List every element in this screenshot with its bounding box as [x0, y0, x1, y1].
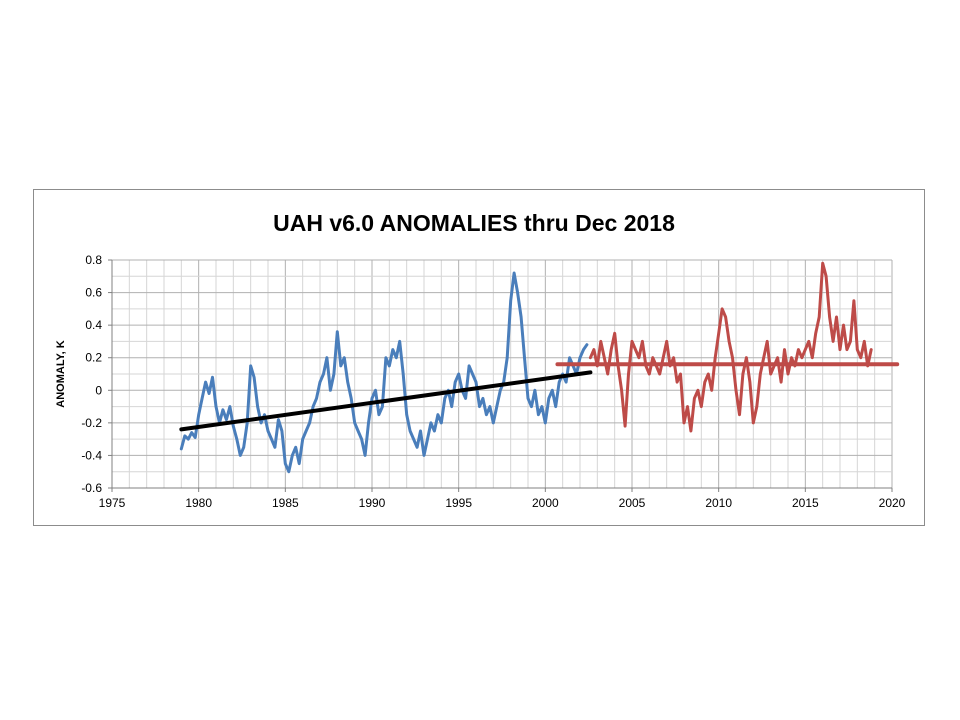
x-tick-label: 1975 [99, 496, 126, 510]
trend-lines [179, 362, 900, 432]
x-tick-label: 1995 [445, 496, 472, 510]
x-tick-label: 2015 [792, 496, 819, 510]
x-tick-label: 2020 [879, 496, 906, 510]
x-tick-label: 1980 [185, 496, 212, 510]
tick-labels: 1975 1980 1985 1990 1995 2000 2005 2010 2015 2020… [81, 253, 905, 510]
y-tick-label: 0.2 [85, 351, 102, 365]
grid [111, 259, 893, 489]
x-tick-label: 2010 [705, 496, 732, 510]
x-tick-label: 2000 [532, 496, 559, 510]
y-tick-label: -0.4 [81, 448, 102, 462]
y-tick-label: 0 [95, 383, 102, 397]
x-tick-label: 2005 [619, 496, 646, 510]
x-tick-label: 1990 [359, 496, 386, 510]
series-lines [179, 261, 873, 474]
y-tick-label: 0.4 [85, 318, 102, 332]
axes [111, 260, 892, 489]
y-tick-label: 0.6 [85, 286, 102, 300]
y-axis-label: ANOMALY, K [55, 340, 67, 407]
anomaly-chart: UAH v6.0 ANOMALIES thru Dec 2018 ANOMALY… [55, 210, 906, 510]
trend-line-1 [179, 370, 593, 432]
y-tick-label: -0.6 [81, 481, 102, 495]
series-line-2 [588, 261, 873, 433]
chart-frame: UAH v6.0 ANOMALIES thru Dec 2018 ANOMALY… [33, 189, 925, 526]
y-tick-label: 0.8 [85, 253, 102, 267]
x-tick-label: 1985 [272, 496, 299, 510]
series-line-1 [179, 271, 589, 474]
chart-title: UAH v6.0 ANOMALIES thru Dec 2018 [273, 210, 675, 236]
y-tick-label: -0.2 [81, 416, 102, 430]
y-axis-label-group: ANOMALY, K [55, 340, 67, 407]
